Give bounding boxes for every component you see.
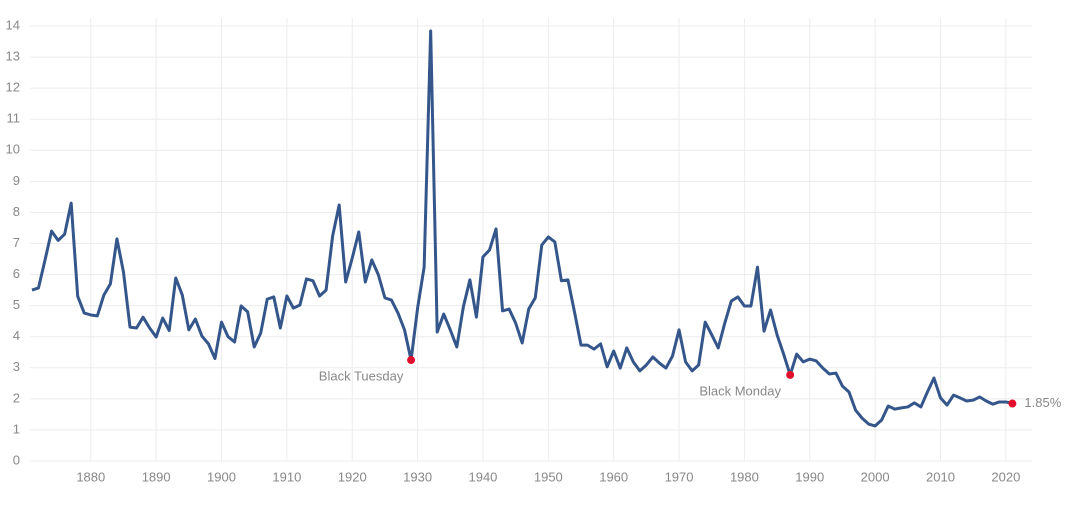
- x-tick-label: 1960: [599, 469, 628, 484]
- x-tick-label: 1990: [795, 469, 824, 484]
- x-tick-label: 1880: [76, 469, 105, 484]
- x-tick-label: 1980: [730, 469, 759, 484]
- y-tick-label: 7: [13, 235, 20, 250]
- x-tick-label: 2000: [861, 469, 890, 484]
- x-tick-label: 1950: [534, 469, 563, 484]
- y-tick-label: 10: [6, 142, 20, 157]
- y-tick-label: 13: [6, 49, 20, 64]
- x-tick-label: 1920: [338, 469, 367, 484]
- line: [31, 29, 1013, 428]
- x-tick-label: 1910: [272, 469, 301, 484]
- x-tick-label: 1970: [665, 469, 694, 484]
- y-tick-label: 8: [13, 204, 20, 219]
- annotation-label: 1.85%: [1024, 395, 1061, 410]
- y-tick-label: 9: [13, 173, 20, 188]
- x-tick-label: 1940: [468, 469, 497, 484]
- x-tick-label: 2020: [991, 469, 1020, 484]
- x-tick-label: 1890: [142, 469, 171, 484]
- y-tick-label: 2: [13, 390, 20, 405]
- y-tick-label: 0: [13, 452, 20, 467]
- annotation-dot: [786, 370, 795, 379]
- x-tick-label: 1930: [403, 469, 432, 484]
- y-tick-label: 1: [13, 421, 20, 436]
- y-tick-label: 6: [13, 266, 20, 281]
- annotation-dot: [407, 356, 416, 365]
- y-tick-label: 14: [6, 17, 20, 32]
- x-tick-label: 2010: [926, 469, 955, 484]
- annotation-label: Black Monday: [699, 383, 781, 398]
- y-tick-label: 11: [7, 111, 21, 126]
- y-tick-label: 12: [6, 80, 20, 95]
- y-tick-label: 4: [13, 328, 20, 343]
- y-tick-label: 5: [13, 297, 20, 312]
- x-tick-label: 1900: [207, 469, 236, 484]
- annotation-label: Black Tuesday: [319, 368, 404, 383]
- annotation-dot: [1008, 399, 1017, 408]
- y-tick-label: 3: [13, 359, 20, 374]
